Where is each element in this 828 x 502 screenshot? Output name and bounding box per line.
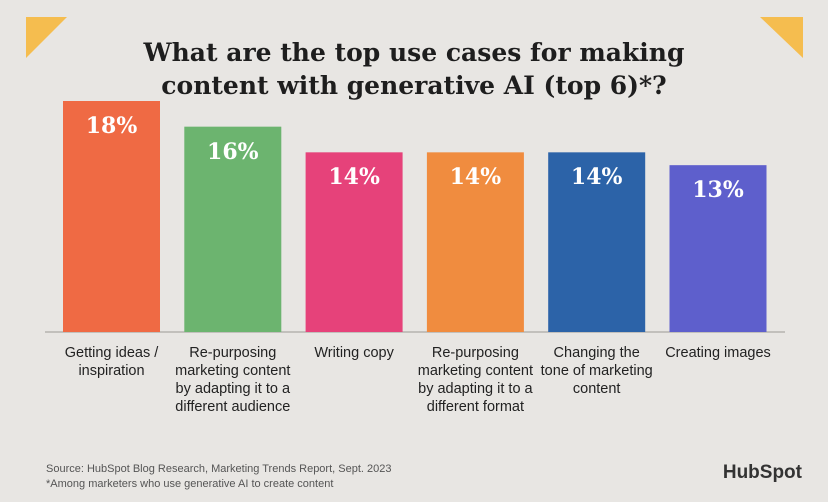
value-label: 14% — [570, 164, 623, 191]
source: Source: HubSpot Blog Research, Marketing… — [46, 463, 392, 475]
x-tick-label: Getting ideas / inspiration — [64, 345, 159, 379]
value-label: 18% — [85, 113, 138, 139]
corner-decoration — [26, 17, 67, 58]
corner-decoration — [760, 17, 803, 58]
bar — [669, 165, 767, 332]
chart-title: What are the top use cases for making co… — [143, 38, 685, 100]
bar — [426, 152, 524, 332]
value-label: 13% — [692, 177, 744, 204]
value-label: 14% — [328, 164, 380, 191]
x-tick-label: Creating images — [665, 345, 771, 361]
footnote: *Among marketers who use generative AI t… — [46, 478, 334, 490]
bar — [548, 152, 646, 332]
bar — [63, 101, 160, 332]
value-label: 16% — [207, 138, 259, 165]
brand-logo: HubSpot — [722, 462, 802, 483]
bar — [305, 152, 403, 332]
x-tick-label: Changing the tone of marketing content — [540, 345, 653, 397]
x-tick-label: Re-purposing marketing content by adapti… — [417, 345, 534, 415]
value-label: 14% — [449, 164, 502, 191]
x-tick-label: Re-purposing marketing content by adapti… — [175, 345, 291, 415]
x-tick-label: Writing copy — [314, 345, 394, 361]
bar — [184, 126, 282, 333]
